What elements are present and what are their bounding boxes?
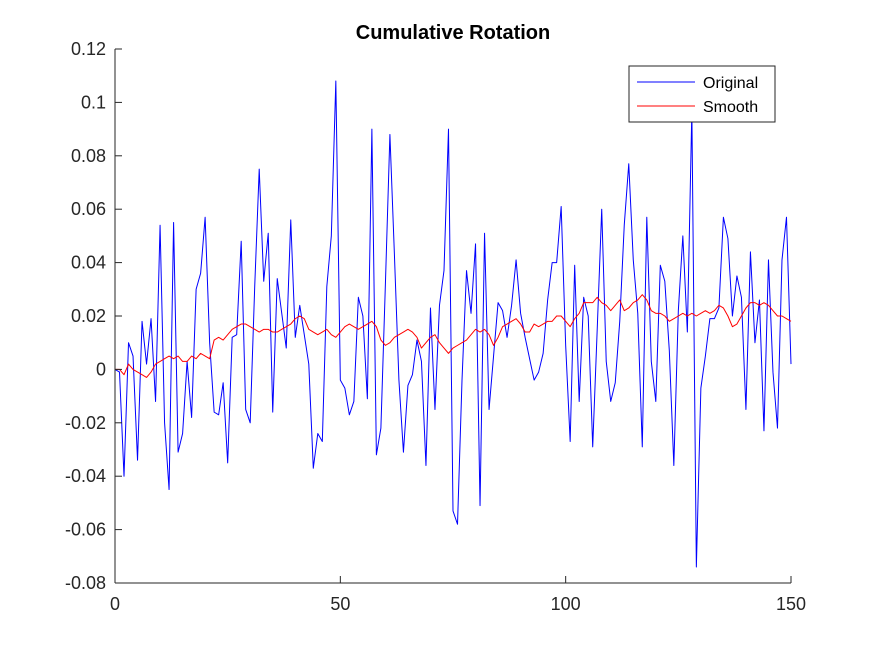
y-tick-label: -0.04: [65, 466, 106, 486]
y-tick-label: 0.02: [71, 306, 106, 326]
legend-label-original: Original: [703, 75, 758, 92]
y-tick-label: 0: [96, 359, 106, 379]
legend: Original Smooth: [628, 65, 776, 123]
y-tick-label: 0.1: [81, 92, 106, 112]
legend-label-smooth: Smooth: [703, 99, 758, 116]
legend-box: [628, 65, 776, 123]
series-line-original: [114, 80, 792, 568]
plot-lines: [114, 80, 792, 568]
axes: -0.08 -0.06 -0.04 -0.02 0 0.02 0.04 0.06 0.08 0.1…: [65, 39, 806, 614]
y-tick-label: -0.08: [65, 573, 106, 593]
x-tick-label: 150: [776, 594, 806, 614]
y-tick-label: 0.12: [71, 39, 106, 59]
y-tick-label: 0.04: [71, 253, 106, 273]
x-tick-label: 100: [551, 594, 581, 614]
y-tick-label: 0.06: [71, 199, 106, 219]
y-tick-label: -0.06: [65, 520, 106, 540]
chart-title: Cumulative Rotation: [356, 22, 550, 44]
x-tick-label: 50: [330, 594, 350, 614]
y-tick-label: -0.02: [65, 413, 106, 433]
x-tick-label: 0: [110, 594, 120, 614]
series-line-smooth: [115, 294, 792, 378]
y-tick-label: 0.08: [71, 146, 106, 166]
